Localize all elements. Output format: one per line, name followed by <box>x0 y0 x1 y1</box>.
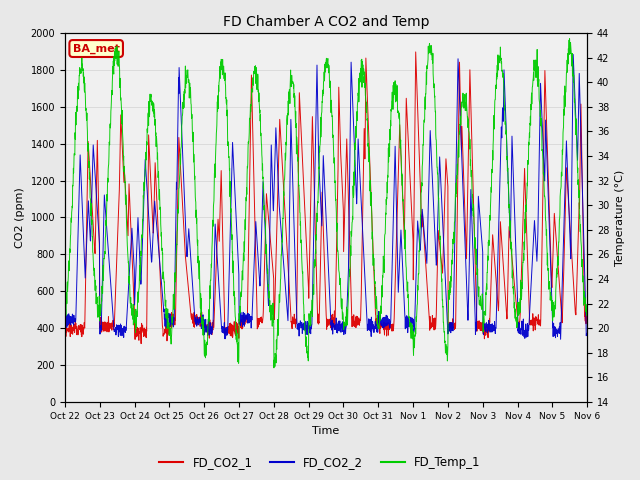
Y-axis label: Temperature (°C): Temperature (°C) <box>615 169 625 265</box>
X-axis label: Time: Time <box>312 426 340 436</box>
Title: FD Chamber A CO2 and Temp: FD Chamber A CO2 and Temp <box>223 15 429 29</box>
Text: BA_met: BA_met <box>73 43 120 54</box>
Legend: FD_CO2_1, FD_CO2_2, FD_Temp_1: FD_CO2_1, FD_CO2_2, FD_Temp_1 <box>155 452 485 474</box>
Y-axis label: CO2 (ppm): CO2 (ppm) <box>15 187 25 248</box>
